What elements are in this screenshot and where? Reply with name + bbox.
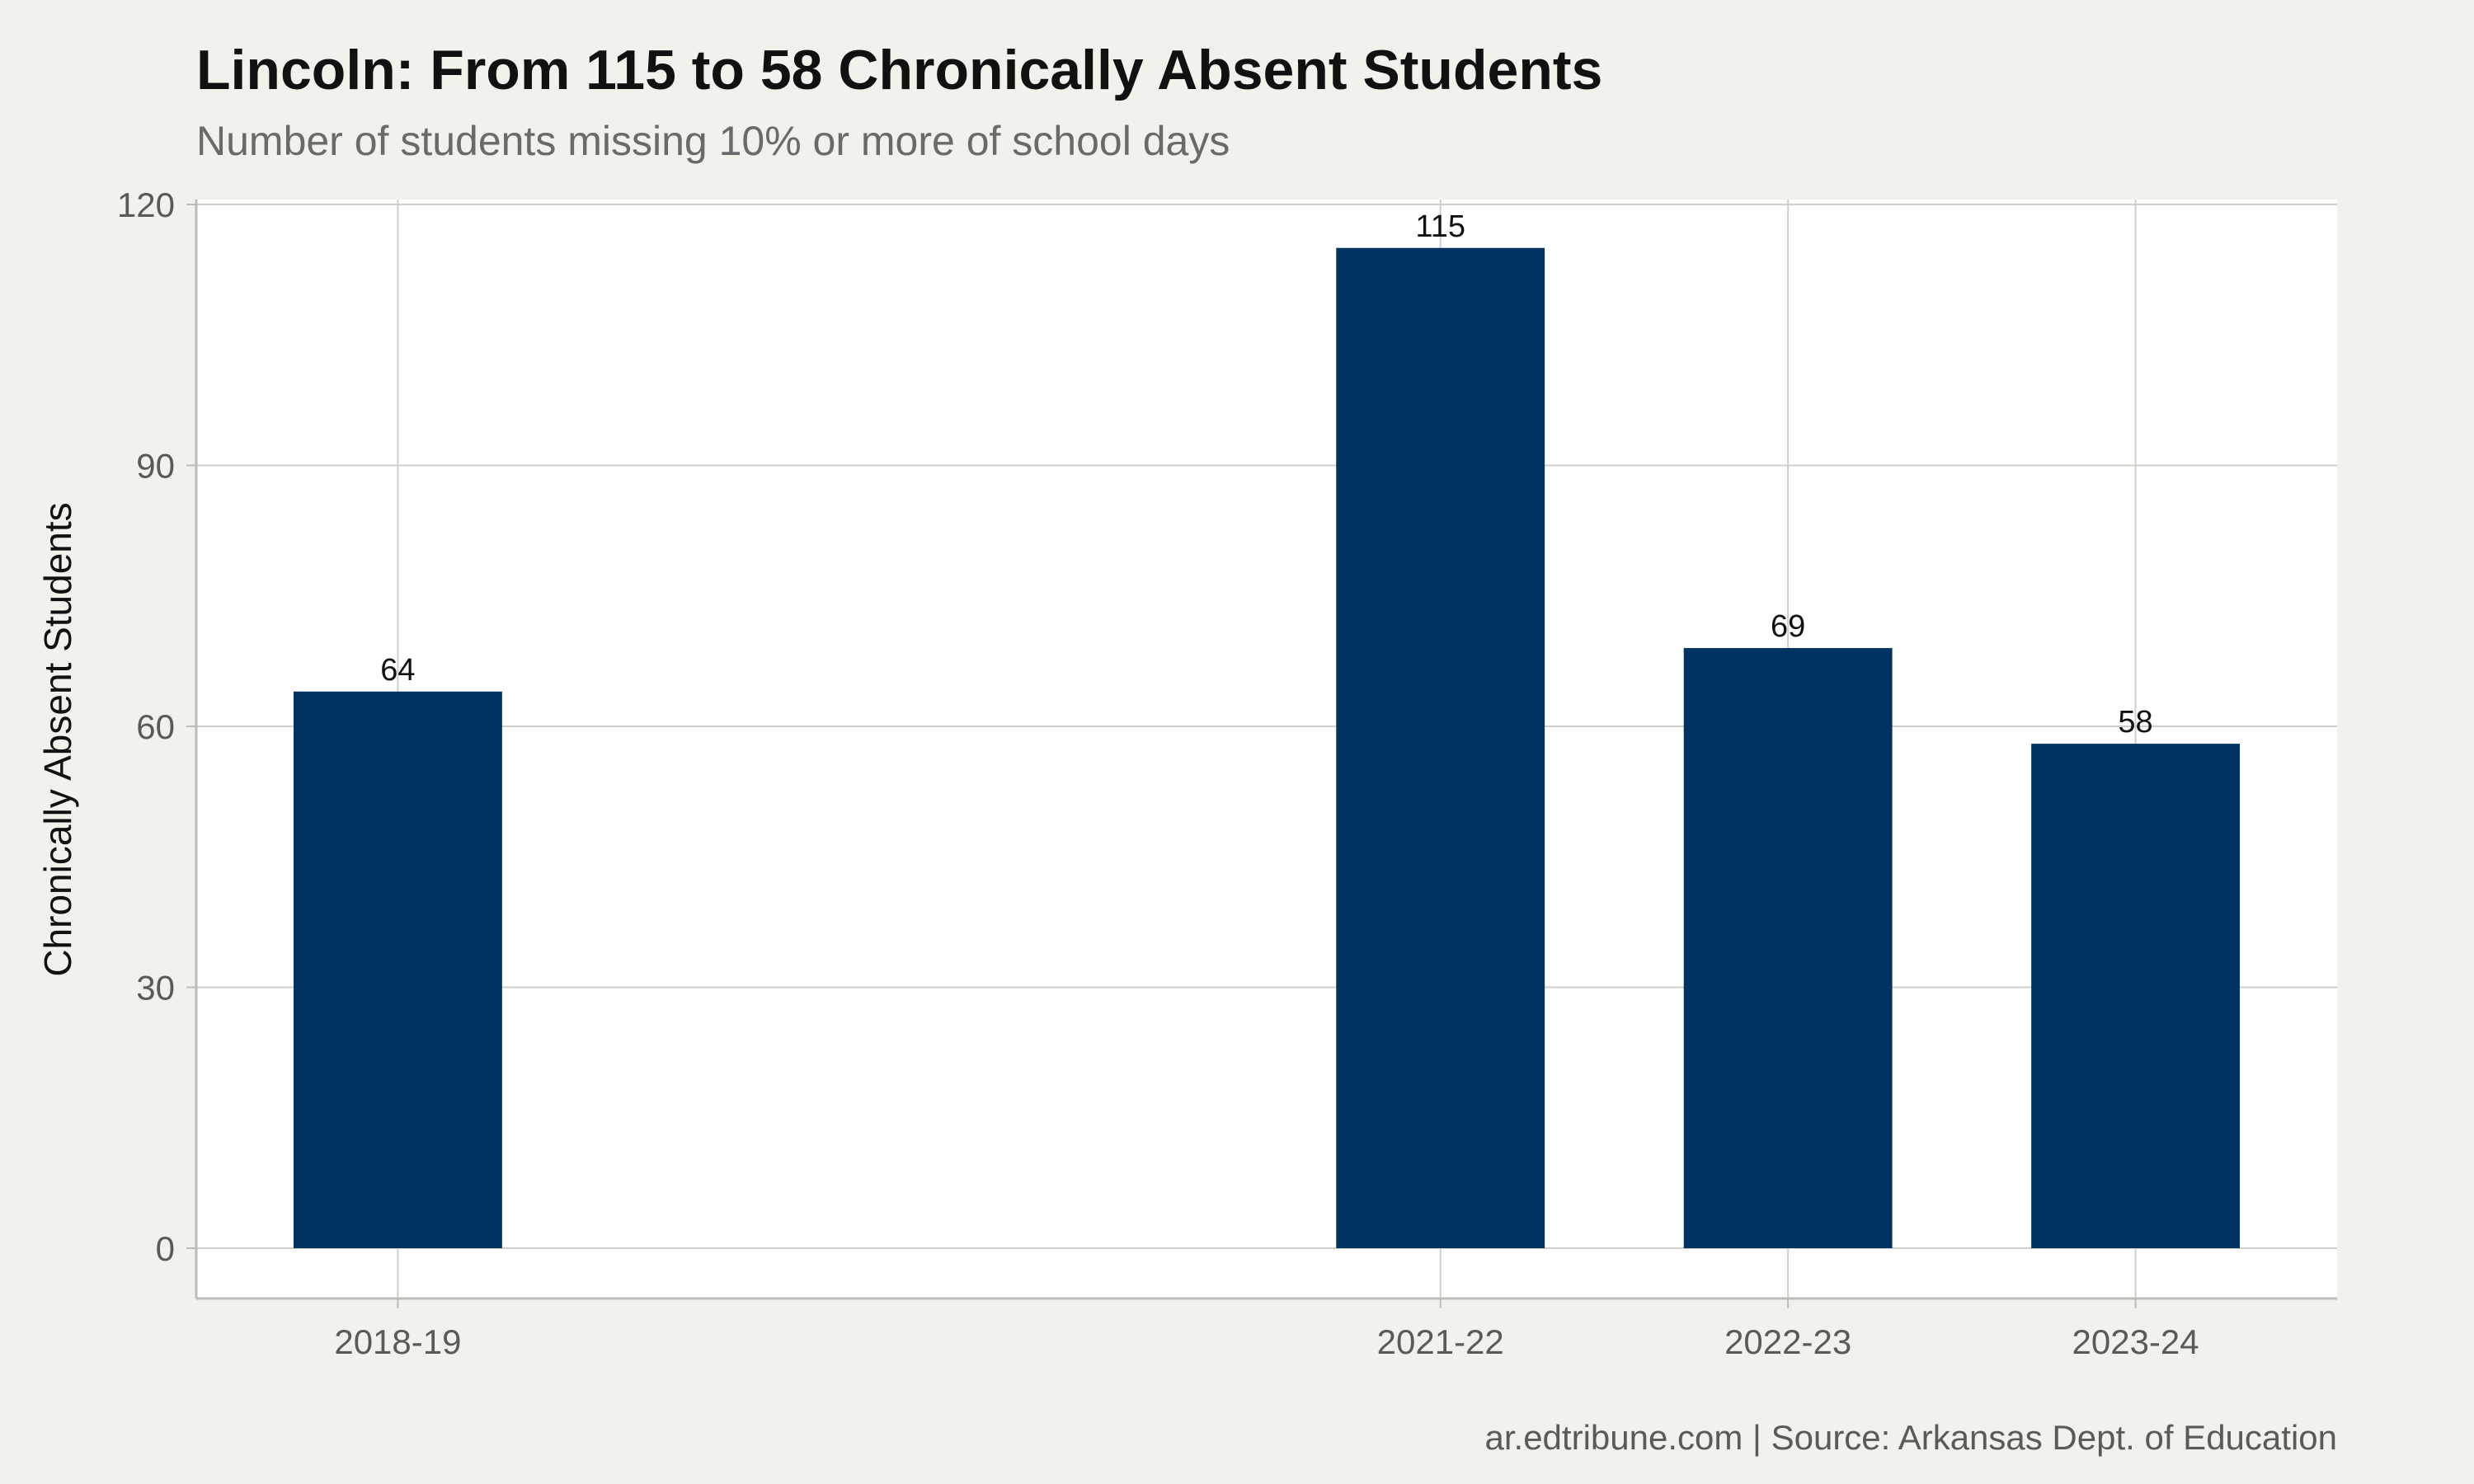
tick-labels: 0 30 60 90 120 2018-19 2021-22 2022-23 2023-24 bbox=[117, 186, 2199, 1361]
bar-2022-23 bbox=[1683, 648, 1893, 1248]
y-tick-label: 60 bbox=[136, 707, 175, 746]
data-label: 64 bbox=[380, 653, 415, 688]
chart-title: Lincoln: From 115 to 58 Chronically Abse… bbox=[196, 39, 1602, 101]
x-tick-label: 2021-22 bbox=[1377, 1322, 1504, 1361]
x-tick-label: 2018-19 bbox=[334, 1322, 461, 1361]
data-labels: 64 115 69 58 bbox=[380, 209, 2152, 740]
plot-panel bbox=[196, 200, 2337, 1298]
chart-subtitle: Number of students missing 10% or more o… bbox=[196, 118, 1230, 164]
x-tick-label: 2022-23 bbox=[1724, 1322, 1851, 1361]
y-tick-label: 30 bbox=[136, 969, 175, 1007]
bar-2023-24 bbox=[2031, 744, 2240, 1248]
y-axis-label: Chronically Absent Students bbox=[36, 502, 79, 976]
data-label: 69 bbox=[1771, 609, 1805, 644]
bar-2018-19 bbox=[294, 691, 502, 1248]
bars bbox=[294, 247, 2240, 1248]
chart-caption: ar.edtribune.com | Source: Arkansas Dept… bbox=[1485, 1418, 2338, 1457]
data-label: 58 bbox=[2118, 705, 2152, 740]
x-tick-label: 2023-24 bbox=[2072, 1322, 2199, 1361]
y-tick-label: 90 bbox=[136, 447, 175, 486]
y-tick-label: 120 bbox=[117, 186, 175, 224]
data-label: 115 bbox=[1415, 209, 1465, 244]
bar-2021-22 bbox=[1336, 247, 1545, 1248]
y-tick-label: 0 bbox=[156, 1229, 175, 1268]
axes bbox=[186, 200, 2337, 1308]
